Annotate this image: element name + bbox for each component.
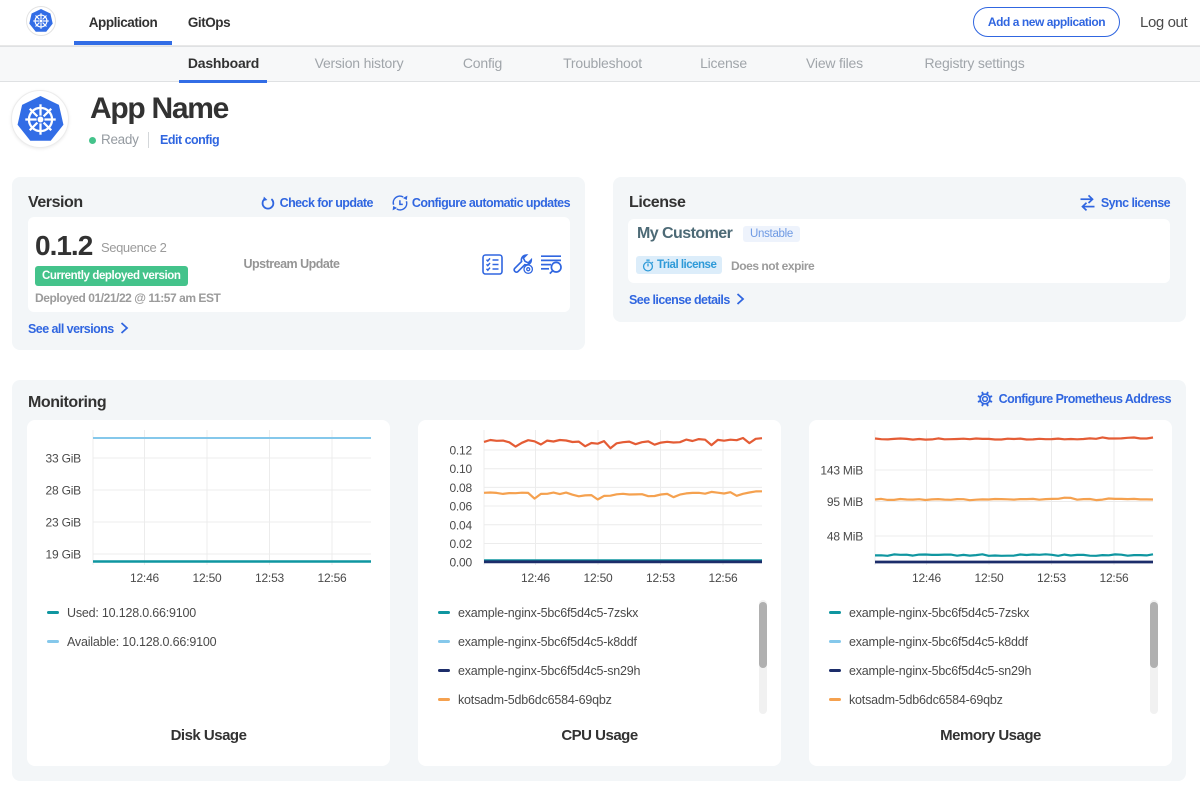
svg-text:12:46: 12:46: [521, 571, 551, 585]
svg-text:48 MiB: 48 MiB: [827, 530, 863, 544]
svg-text:12:53: 12:53: [646, 571, 676, 585]
svg-text:12:56: 12:56: [708, 571, 738, 585]
svg-text:33 GiB: 33 GiB: [46, 452, 82, 466]
svg-text:12:53: 12:53: [255, 571, 285, 585]
svg-text:12:46: 12:46: [912, 571, 942, 585]
svg-text:0.04: 0.04: [449, 518, 472, 532]
svg-text:0.10: 0.10: [449, 462, 472, 476]
svg-text:12:50: 12:50: [192, 571, 222, 585]
svg-text:0.08: 0.08: [449, 481, 472, 495]
svg-text:23 GiB: 23 GiB: [46, 516, 82, 530]
svg-text:95 MiB: 95 MiB: [827, 495, 863, 509]
svg-text:12:50: 12:50: [974, 571, 1004, 585]
svg-text:0.00: 0.00: [449, 556, 472, 570]
svg-text:0.12: 0.12: [449, 444, 472, 458]
svg-text:12:46: 12:46: [130, 571, 160, 585]
svg-text:0.06: 0.06: [449, 500, 472, 514]
svg-text:12:56: 12:56: [1099, 571, 1129, 585]
svg-text:19 GiB: 19 GiB: [46, 548, 82, 562]
svg-text:143 MiB: 143 MiB: [820, 464, 863, 478]
svg-text:12:56: 12:56: [317, 571, 347, 585]
svg-text:12:50: 12:50: [583, 571, 613, 585]
svg-text:12:53: 12:53: [1037, 571, 1067, 585]
svg-text:0.02: 0.02: [449, 537, 472, 551]
svg-text:28 GiB: 28 GiB: [46, 484, 82, 498]
